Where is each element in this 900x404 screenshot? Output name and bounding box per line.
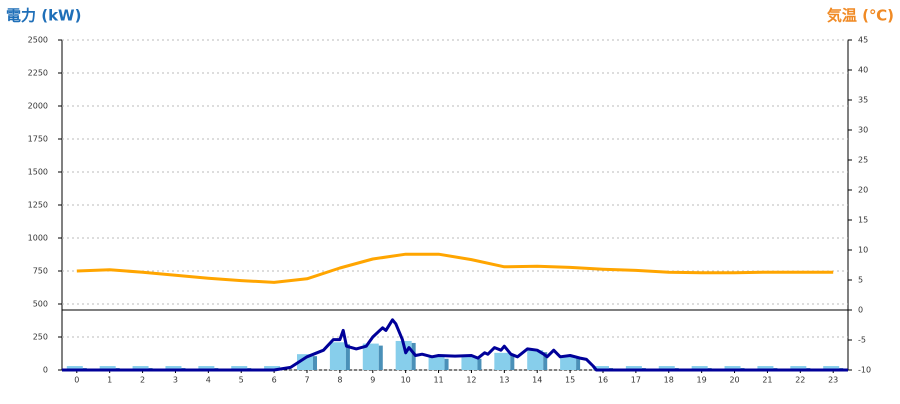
y-tick-label: 250 [33,333,48,342]
y-tick-label: 750 [33,267,48,276]
bar [527,350,544,370]
x-tick-label: 6 [272,376,277,385]
y-tick-label: 0 [43,366,48,375]
bar-side [313,356,318,370]
bar [428,356,445,370]
x-tick-label: 1 [107,376,112,385]
y2-tick-label: 40 [858,66,868,75]
y-tick-label: 2500 [28,36,48,45]
y-tick-label: 2250 [28,69,48,78]
bar-side [444,358,449,370]
bar [66,366,83,370]
bar [198,366,215,370]
y-tick-label: 1750 [28,135,48,144]
bar [592,366,609,370]
x-tick-label: 10 [401,376,411,385]
y2-axis-title: 気温 (℃) [827,7,894,25]
bar [560,355,577,370]
x-tick-label: 7 [304,376,309,385]
x-tick-label: 0 [74,376,79,385]
bar [132,366,149,370]
bar-side [477,358,482,370]
x-tick-label: 20 [729,376,739,385]
x-tick-label: 4 [206,376,211,385]
x-tick-label: 15 [565,376,575,385]
x-tick-label: 17 [631,376,641,385]
x-tick-label: 22 [795,376,805,385]
x-tick-label: 2 [140,376,145,385]
bar [658,366,675,370]
y-tick-label: 500 [33,300,48,309]
bar [362,343,379,370]
bar [691,366,708,370]
x-tick-label: 18 [664,376,674,385]
bar [297,354,314,370]
bar-side [510,354,515,370]
line [76,252,834,284]
y2-tick-label: 0 [858,306,863,315]
bar [461,356,478,370]
x-tick-label: 12 [466,376,476,385]
x-tick-label: 11 [433,376,443,385]
x-tick-label: 8 [337,376,342,385]
bar-side [543,352,548,370]
y2-tick-label: -5 [858,336,866,345]
x-tick-label: 21 [762,376,772,385]
bar [231,366,248,370]
y-tick-label: 1250 [28,201,48,210]
bar [724,366,741,370]
y2-tick-label: 15 [858,216,868,225]
bar [790,366,807,370]
x-tick-label: 23 [828,376,838,385]
x-tick-label: 16 [598,376,608,385]
y-tick-label: 2000 [28,102,48,111]
y2-tick-label: 30 [858,126,868,135]
x-tick-label: 19 [697,376,707,385]
x-tick-label: 14 [532,376,542,385]
y-axis-title: 電力 (kW) [6,7,81,25]
bar [165,366,182,370]
y2-tick-label: -10 [858,366,871,375]
y2-tick-label: 35 [858,96,868,105]
x-tick-label: 13 [499,376,509,385]
y-tick-label: 1000 [28,234,48,243]
bar-side [378,345,383,370]
y2-tick-label: 20 [858,186,868,195]
y2-tick-label: 25 [858,156,868,165]
bar-side [411,342,416,370]
bar-side [345,344,350,370]
bar [494,352,511,370]
y2-tick-label: 45 [858,36,868,45]
line [62,318,848,372]
bar [823,366,840,370]
bar-side [576,357,581,370]
y2-tick-label: 5 [858,276,863,285]
bar [329,342,346,370]
y2-tick-label: 10 [858,246,868,255]
bar [625,366,642,370]
x-tick-label: 5 [239,376,244,385]
x-tick-label: 9 [370,376,375,385]
bar [99,366,116,370]
bar [757,366,774,370]
x-tick-label: 3 [173,376,178,385]
y-tick-label: 1500 [28,168,48,177]
bar [264,366,281,370]
